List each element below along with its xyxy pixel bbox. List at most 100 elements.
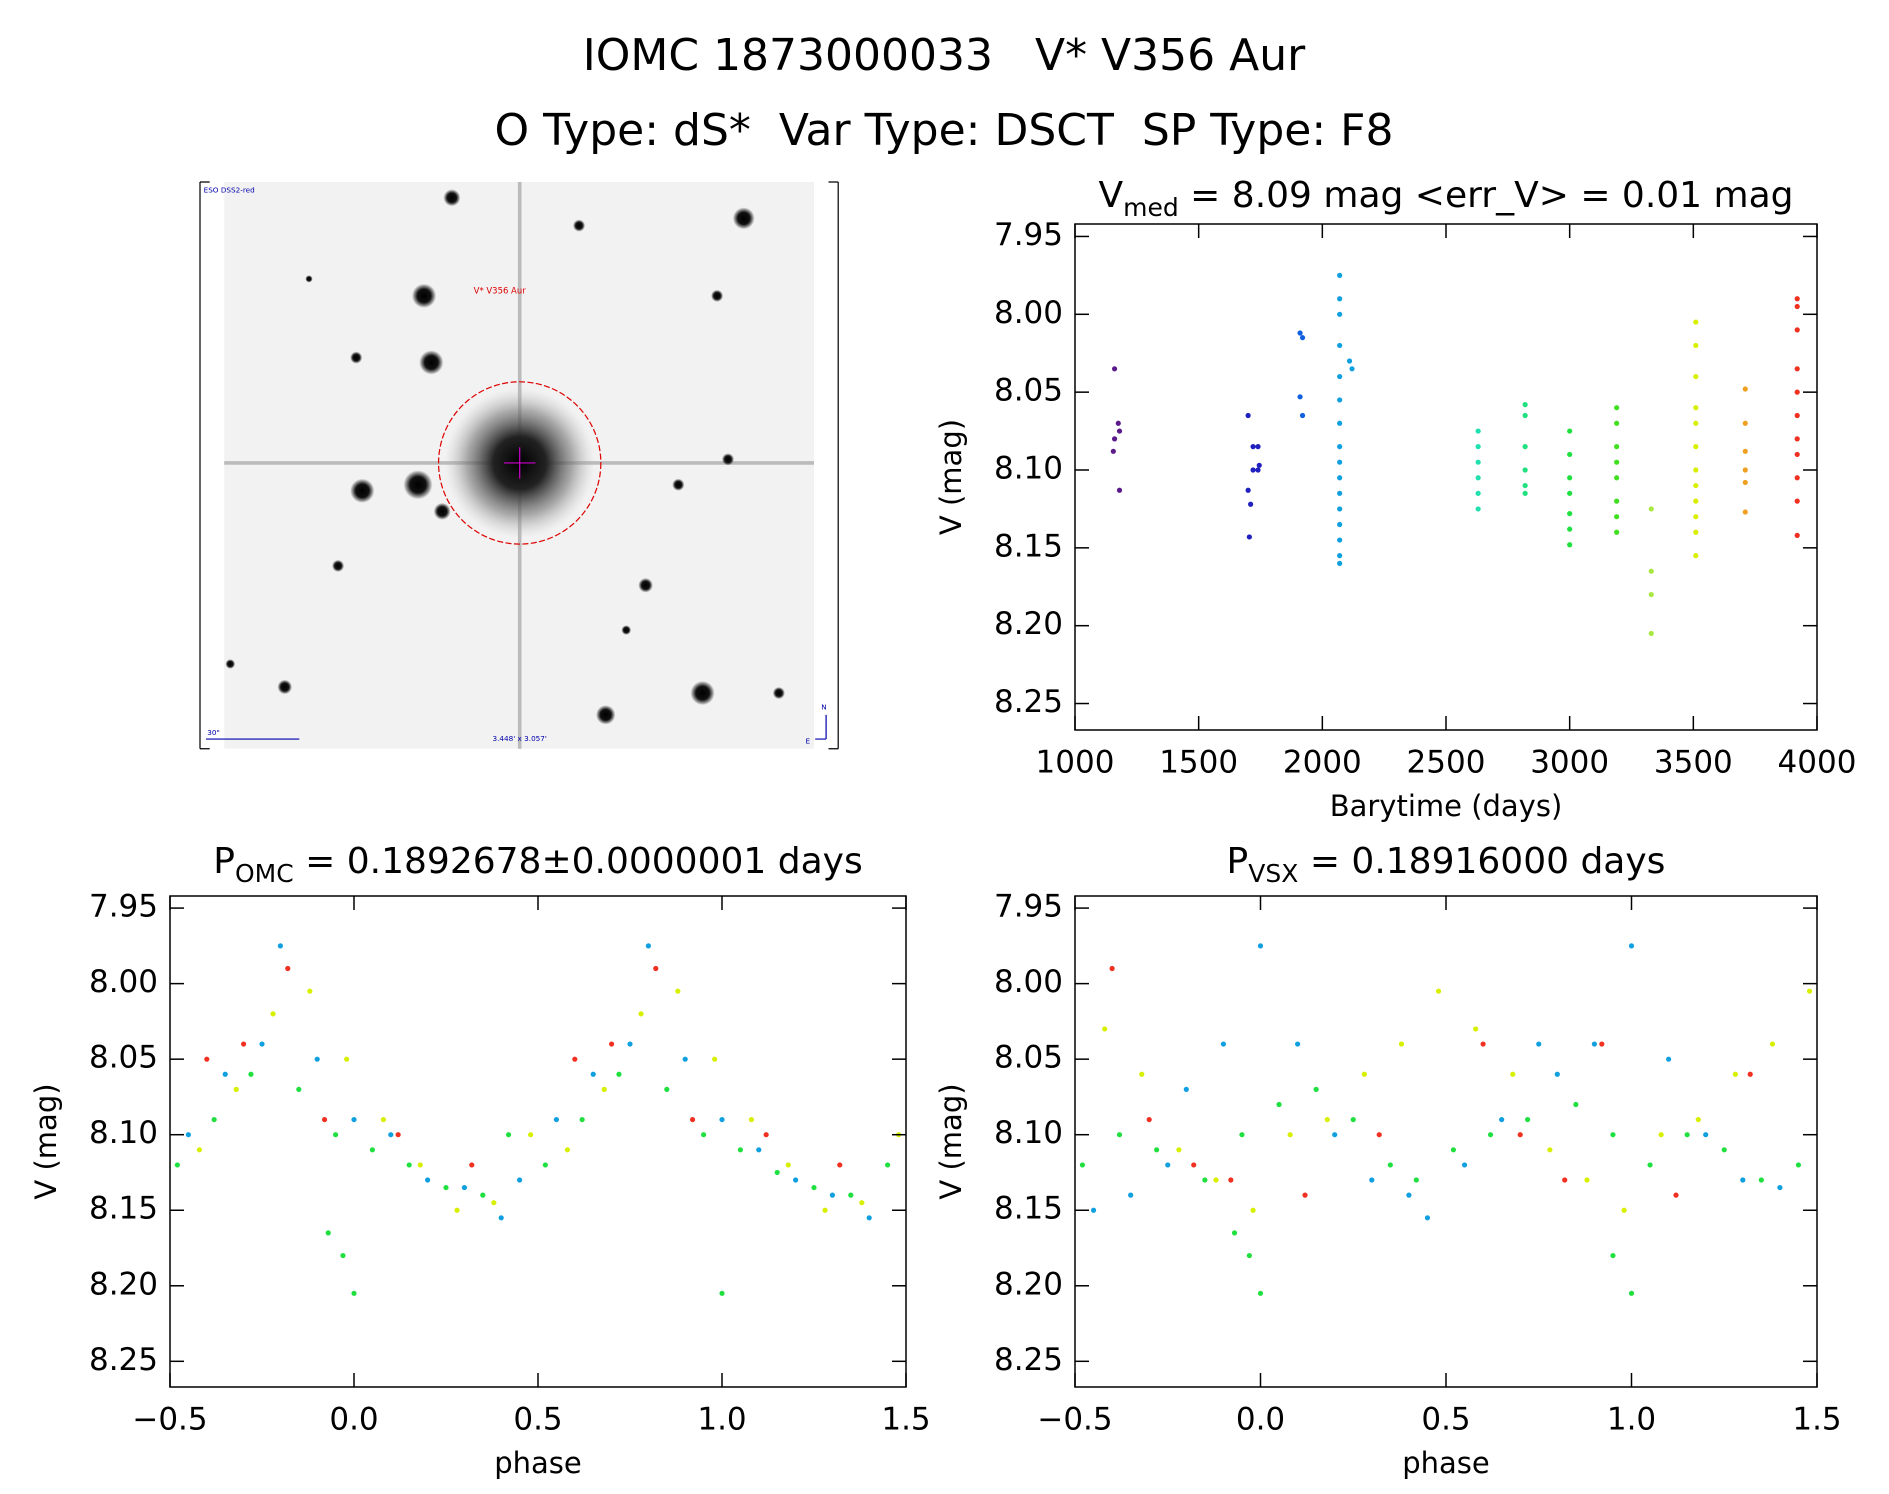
x-tick-label: 1.5: [1792, 1402, 1841, 1438]
data-point: [1666, 1056, 1672, 1062]
data-point: [1614, 514, 1620, 520]
data-point: [1337, 342, 1343, 349]
data-point: [579, 1116, 585, 1123]
data-point: [1647, 1162, 1653, 1168]
data-point: [406, 1162, 412, 1168]
data-point: [1461, 1162, 1468, 1168]
y-axis-label: V (mag): [934, 419, 968, 535]
data-point: [1299, 412, 1306, 419]
data-point: [204, 1056, 210, 1062]
x-tick-label: 1500: [1159, 745, 1238, 781]
x-tick-label: 0.0: [1236, 1402, 1285, 1438]
data-point: [712, 1056, 718, 1062]
data-point: [1110, 448, 1116, 454]
data-point: [1510, 1071, 1516, 1077]
y-tick-label: 8.10: [994, 450, 1063, 486]
data-point: [296, 1086, 302, 1092]
data-point: [1250, 444, 1256, 450]
data-point: [1567, 490, 1573, 496]
data-point: [491, 1200, 497, 1206]
data-point: [1794, 451, 1800, 458]
data-point: [1450, 1147, 1457, 1153]
y-tick-label: 7.95: [994, 217, 1063, 253]
data-point: [1742, 509, 1748, 515]
data-point: [719, 1290, 725, 1296]
x-tick-label: 1.0: [1607, 1402, 1656, 1438]
data-point: [1648, 568, 1654, 574]
data-point: [369, 1147, 375, 1153]
data-point: [1794, 412, 1800, 419]
title-main: P: [213, 841, 235, 882]
data-point: [1406, 1192, 1412, 1198]
x-tick-label: −0.5: [1037, 1402, 1112, 1438]
title-rest: = 0.1892678±0.0000001 days: [294, 841, 863, 882]
data-point: [1475, 444, 1481, 450]
data-point: [1337, 296, 1343, 302]
data-point: [675, 988, 681, 994]
data-point: [1693, 373, 1699, 380]
x-tick-label: 1000: [1036, 745, 1115, 781]
data-point: [553, 1116, 560, 1123]
data-point: [1480, 1041, 1486, 1047]
data-point: [1337, 475, 1343, 481]
data-point: [1245, 487, 1251, 493]
data-point: [1213, 1177, 1219, 1183]
data-point: [1337, 506, 1343, 512]
data-point: [1795, 1162, 1802, 1168]
data-point: [1693, 319, 1699, 325]
data-point: [1648, 591, 1654, 598]
data-point: [185, 1132, 191, 1138]
data-point: [1614, 529, 1620, 535]
data-point: [285, 965, 291, 972]
x-axis-label: phase: [1402, 1446, 1490, 1480]
data-point: [1139, 1071, 1145, 1077]
data-point: [1287, 1132, 1293, 1138]
data-point: [1547, 1147, 1553, 1153]
data-point: [1536, 1041, 1542, 1047]
y-tick-label: 8.00: [994, 295, 1063, 331]
data-point: [1693, 467, 1699, 473]
data-point: [1487, 1132, 1494, 1138]
data-point: [1599, 1041, 1605, 1047]
data-point: [627, 1041, 633, 1047]
chart-title: Vmed = 8.09 mag <err_V> = 0.01 mag: [1098, 175, 1793, 222]
data-point: [461, 1184, 467, 1191]
data-point: [1614, 405, 1620, 411]
data-point: [307, 988, 313, 994]
data-point: [542, 1162, 548, 1168]
data-point: [1111, 366, 1118, 372]
data-point: [211, 1116, 217, 1123]
data-point: [1522, 444, 1528, 450]
data-point: [1337, 490, 1343, 496]
data-point: [1475, 459, 1481, 465]
data-point: [1102, 1026, 1108, 1032]
data-point: [682, 1056, 688, 1062]
data-point: [1111, 436, 1118, 442]
data-point: [1337, 560, 1343, 567]
x-tick-label: 1.5: [881, 1402, 930, 1438]
y-tick-label: 7.95: [89, 889, 158, 925]
data-point: [1475, 475, 1481, 481]
y-tick-label: 8.20: [994, 1266, 1063, 1302]
data-point: [1337, 553, 1343, 559]
data-point: [866, 1215, 872, 1221]
y-tick-label: 8.10: [89, 1115, 158, 1151]
data-point: [1435, 988, 1442, 994]
data-point: [1297, 394, 1303, 400]
survey-label: ESO DSS2-red: [204, 185, 255, 194]
data-point: [1522, 402, 1528, 408]
data-point: [1721, 1147, 1727, 1153]
data-point: [1732, 1071, 1738, 1077]
data-point: [1658, 1132, 1664, 1138]
data-point: [1302, 1192, 1308, 1198]
data-point: [748, 1116, 755, 1123]
data-point: [616, 1071, 622, 1077]
data-point: [1276, 1101, 1282, 1108]
data-point: [528, 1132, 534, 1138]
data-point: [1176, 1147, 1182, 1153]
field-label: 3.448' x 3.057': [493, 734, 547, 743]
data-point: [1255, 444, 1261, 450]
chart-title: PVSX = 0.18916000 days: [1227, 841, 1666, 888]
data-point: [1522, 490, 1528, 496]
data-point: [609, 1041, 615, 1047]
